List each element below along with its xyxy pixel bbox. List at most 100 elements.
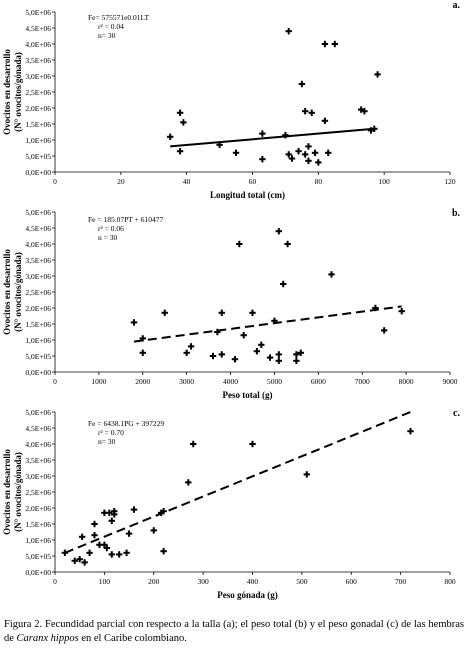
data-point [231,356,239,363]
y-axis-label: Ovocitos en desarrollo [2,249,12,335]
caption-prefix: Figura 2. Fecundidad parcial con respect… [4,619,464,644]
y-tick-label: 1,5E+06 [25,120,51,129]
y-tick-label: 2,0E+06 [25,104,51,113]
figure-caption: Figura 2. Fecundidad parcial con respect… [4,618,464,646]
data-point [301,151,309,158]
data-point [288,155,296,162]
data-point [108,551,115,558]
x-tick-label: 20 [117,177,125,186]
x-tick-label: 0 [53,177,57,186]
x-tick-label: 100 [99,577,111,586]
chart-panel-1: 0,0E+00 5,0E+05 1,0E+06 1,5E+06 2,0E+06 2,5E+… [2,0,461,200]
data-point [167,133,174,140]
data-point [298,80,306,88]
data-point [78,533,86,540]
y-axis-label-units: (N° ovocitos/gónada) [13,52,23,132]
y-axis-label: Ovocitos en desarrollo [2,449,12,535]
y-tick-label: 2,5E+06 [25,288,51,297]
data-point [115,551,123,558]
data-point [258,341,265,348]
data-point [130,319,138,326]
data-point [398,308,405,315]
data-point [280,280,287,288]
data-point [106,509,113,516]
y-tick-label: 0,0E+00 [25,168,51,177]
x-tick-label: 6000 [311,377,326,386]
y-tick-label: 1,5E+06 [25,320,51,329]
data-point [185,479,192,486]
y-tick-label: 3,0E+06 [25,472,51,481]
y-axis-label-units: (N° ovocitos/gónada) [13,452,23,532]
equation-annotation: Fe = 185.07PT + 610477 [88,215,163,224]
x-axis-label: Peso total (g) [223,390,273,400]
panel-letter: b. [452,208,461,219]
x-axis-label: Longitud total (cm) [210,190,285,200]
y-tick-label: 3,0E+06 [25,72,51,81]
data-point [297,349,304,356]
trend-line [64,411,411,554]
data-point [240,332,247,339]
caption-species: Caranx hippos [16,633,79,644]
data-point [160,548,167,555]
data-point [285,151,292,158]
x-tick-label: 0 [53,577,57,586]
panel-letter: a. [453,0,461,11]
data-point [266,354,274,361]
x-axis-label: Peso gónada (g) [217,590,278,600]
data-point [367,127,375,134]
data-point [328,271,335,278]
y-tick-label: 4,5E+06 [25,24,51,33]
data-point [218,351,225,358]
panel-letter: c. [453,408,460,419]
x-tick-label: 4000 [223,377,238,386]
data-point [303,471,311,478]
y-tick-label: 3,0E+06 [25,272,51,281]
data-point [305,143,312,150]
caption-suffix: en el Caribe colombiano. [78,633,187,644]
data-point [150,527,157,534]
data-point [123,549,130,556]
data-point [282,132,289,139]
y-tick-label: 1,0E+06 [25,536,51,545]
data-point [259,156,266,163]
equation-annotation: r² = 0.06 [98,224,124,233]
equation-annotation: Fe= 575571e0.01LT [88,13,149,22]
data-point [253,348,261,355]
data-point [103,544,111,552]
y-tick-label: 1,0E+06 [25,136,51,145]
y-tick-label: 2,5E+06 [25,488,51,497]
data-point [71,557,78,564]
data-point [295,148,302,155]
data-point [293,351,300,358]
data-point [249,309,256,316]
data-point [139,349,146,356]
data-point [176,109,184,116]
data-point [315,159,322,166]
y-tick-label: 3,5E+06 [25,56,51,65]
equation-annotation: r² = 0.70 [98,428,124,437]
data-point [130,506,138,513]
y-tick-label: 4,5E+06 [25,224,51,233]
data-point [81,559,88,566]
y-tick-label: 5,0E+05 [25,352,51,361]
y-tick-label: 5,0E+05 [25,152,51,161]
data-point [380,327,388,334]
y-tick-label: 2,5E+06 [25,88,51,97]
data-point [91,520,98,528]
data-point [218,309,225,316]
x-tick-label: 1000 [91,377,106,386]
trend-line [170,127,375,148]
x-tick-label: 7000 [355,377,370,386]
x-tick-label: 0 [53,377,57,386]
data-point [236,240,243,248]
chart-panel-2: 0,0E+00 5,0E+05 1,0E+06 1,5E+06 2,0E+06 2,5E+… [2,208,460,400]
data-point [275,357,283,364]
data-point [357,106,365,113]
y-tick-label: 4,5E+06 [25,424,51,433]
data-point [285,28,292,35]
y-tick-label: 4,0E+06 [25,240,51,249]
x-tick-label: 9000 [443,377,458,386]
data-point [374,71,381,78]
data-point [187,343,195,350]
data-point [76,556,83,563]
